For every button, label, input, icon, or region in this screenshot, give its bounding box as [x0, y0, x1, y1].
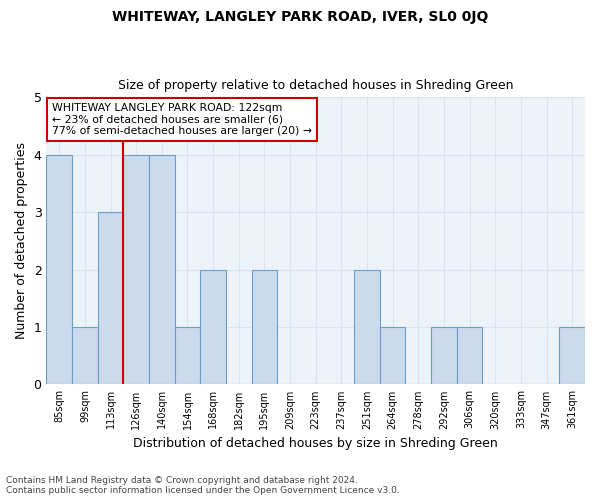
Bar: [354, 270, 380, 384]
Text: WHITEWAY LANGLEY PARK ROAD: 122sqm
← 23% of detached houses are smaller (6)
77% : WHITEWAY LANGLEY PARK ROAD: 122sqm ← 23%…: [52, 103, 312, 136]
Bar: [559, 327, 585, 384]
Bar: [175, 327, 200, 384]
Bar: [72, 327, 98, 384]
Bar: [380, 327, 406, 384]
Bar: [46, 155, 72, 384]
Y-axis label: Number of detached properties: Number of detached properties: [15, 142, 28, 340]
Bar: [251, 270, 277, 384]
Bar: [98, 212, 124, 384]
Bar: [457, 327, 482, 384]
Bar: [149, 155, 175, 384]
Bar: [431, 327, 457, 384]
X-axis label: Distribution of detached houses by size in Shreding Green: Distribution of detached houses by size …: [133, 437, 498, 450]
Text: Contains HM Land Registry data © Crown copyright and database right 2024.
Contai: Contains HM Land Registry data © Crown c…: [6, 476, 400, 495]
Bar: [200, 270, 226, 384]
Text: WHITEWAY, LANGLEY PARK ROAD, IVER, SL0 0JQ: WHITEWAY, LANGLEY PARK ROAD, IVER, SL0 0…: [112, 10, 488, 24]
Bar: [124, 155, 149, 384]
Title: Size of property relative to detached houses in Shreding Green: Size of property relative to detached ho…: [118, 79, 514, 92]
